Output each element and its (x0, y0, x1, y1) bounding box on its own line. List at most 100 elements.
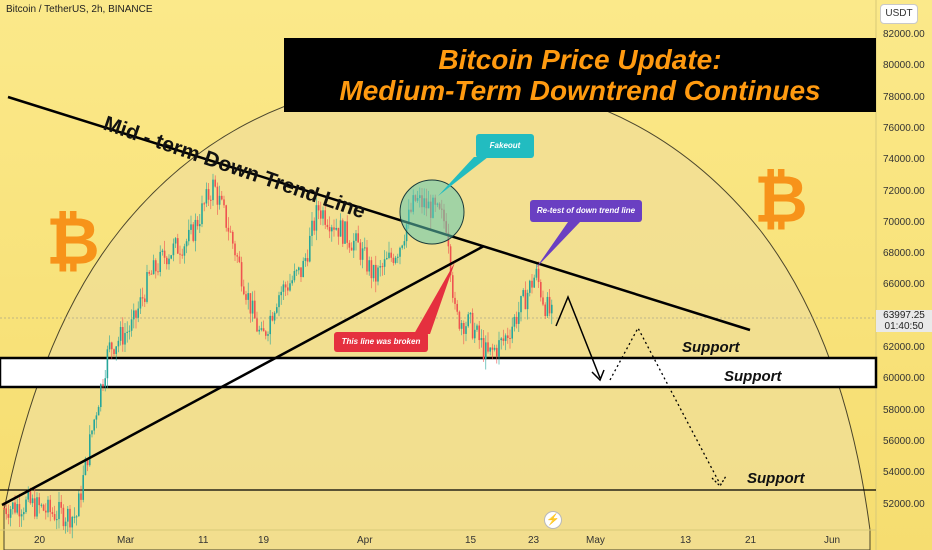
candle-body (236, 255, 238, 257)
candle-body (399, 247, 401, 257)
candle-body (212, 179, 214, 201)
candle-body (487, 342, 489, 352)
candle-body (289, 283, 291, 291)
candle-body (243, 286, 245, 295)
candle-body (106, 349, 109, 379)
candle-body (185, 241, 188, 247)
candle-body (29, 491, 32, 504)
candle-body (227, 227, 230, 232)
time-tick-label: 11 (198, 535, 209, 546)
time-tick-label: May (586, 535, 605, 546)
candle-body (511, 326, 513, 339)
candle-body (56, 519, 58, 521)
candle-body (491, 347, 494, 350)
candle-body (386, 258, 388, 260)
candle-body (45, 510, 47, 513)
candle-body (58, 501, 60, 520)
candle-body (247, 293, 249, 300)
candle-body (333, 227, 335, 230)
projection-path-dotted (609, 326, 721, 485)
candle-body (25, 499, 27, 513)
candle-body (229, 231, 232, 233)
candle-body (375, 264, 377, 282)
projection-path-solid (555, 294, 601, 379)
candle-body (3, 508, 5, 510)
candle-body (392, 257, 395, 263)
candle-body (489, 347, 491, 352)
candle-body (317, 205, 320, 211)
candle-body (7, 514, 10, 518)
candle-body (269, 315, 271, 335)
candle-body (249, 293, 252, 314)
candle-body (223, 199, 225, 206)
quote-currency-badge[interactable]: USDT (880, 4, 918, 24)
candle-body (452, 275, 454, 298)
fakeout-circle (399, 179, 465, 245)
candle-body (95, 415, 98, 420)
candle-body (262, 328, 265, 332)
candle-body (480, 338, 483, 341)
candle-body (152, 260, 155, 275)
candle-body (23, 512, 25, 515)
candle-body (284, 284, 287, 288)
candle-body (256, 318, 258, 332)
candle-body (130, 319, 133, 331)
candle-body (335, 227, 337, 230)
fakeout-callout: Fakeout (476, 134, 534, 158)
candle-body (280, 291, 282, 296)
candle-body (394, 257, 397, 263)
candle-body (166, 257, 168, 265)
candle-body (355, 233, 357, 241)
candle-body (331, 227, 333, 232)
candle-body (67, 508, 69, 522)
candle-body (315, 205, 318, 231)
candle-body (485, 342, 487, 359)
candle-body (188, 229, 190, 242)
downtrend-line (7, 95, 751, 332)
candle-body (122, 327, 124, 345)
candle-body (493, 347, 496, 350)
current-price-tag: 63997.25 (876, 310, 932, 321)
lightning-icon[interactable]: ⚡ (544, 511, 562, 529)
candle-body (504, 335, 507, 341)
time-tick-label: 21 (745, 535, 757, 546)
candle-body (31, 498, 34, 504)
candle-body (498, 340, 500, 357)
candle-body (38, 497, 40, 506)
candle-body (89, 434, 91, 466)
candle-body (157, 271, 159, 273)
candle-body (192, 224, 194, 241)
candle-body (115, 346, 117, 355)
price-tick-label: 54000.00 (883, 467, 925, 479)
candle-body (5, 508, 7, 515)
candle-body (458, 311, 461, 329)
candle-body (174, 238, 177, 244)
bitcoin-logo-icon: ₿ (754, 162, 808, 236)
time-tick-label: Jun (824, 535, 841, 546)
candle-body (346, 221, 348, 243)
candle-body (64, 521, 67, 527)
symbol-label: Bitcoin / TetherUS, 2h, BINANCE (6, 4, 153, 15)
broken-pointer (414, 262, 455, 334)
candle-body (196, 219, 199, 227)
headline-line-2: Medium-Term Downtrend Continues (339, 75, 821, 106)
candle-body (80, 493, 82, 500)
broken-callout: This line was broken (334, 332, 428, 352)
candle-body (42, 504, 45, 511)
time-tick-label: 20 (34, 535, 46, 546)
candle-body (183, 246, 186, 256)
candle-body (379, 266, 381, 268)
candle-body (234, 243, 236, 256)
candle-body (298, 267, 300, 271)
price-tick-label: 66000.00 (883, 279, 925, 291)
candle-body (324, 210, 326, 225)
candle-body (388, 252, 390, 259)
candle-body (469, 312, 472, 315)
candle-body (449, 246, 452, 276)
candle-body (467, 314, 469, 327)
candle-body (381, 266, 384, 268)
candle-body (471, 312, 474, 339)
candle-body (507, 335, 509, 338)
candle-body (232, 231, 234, 244)
